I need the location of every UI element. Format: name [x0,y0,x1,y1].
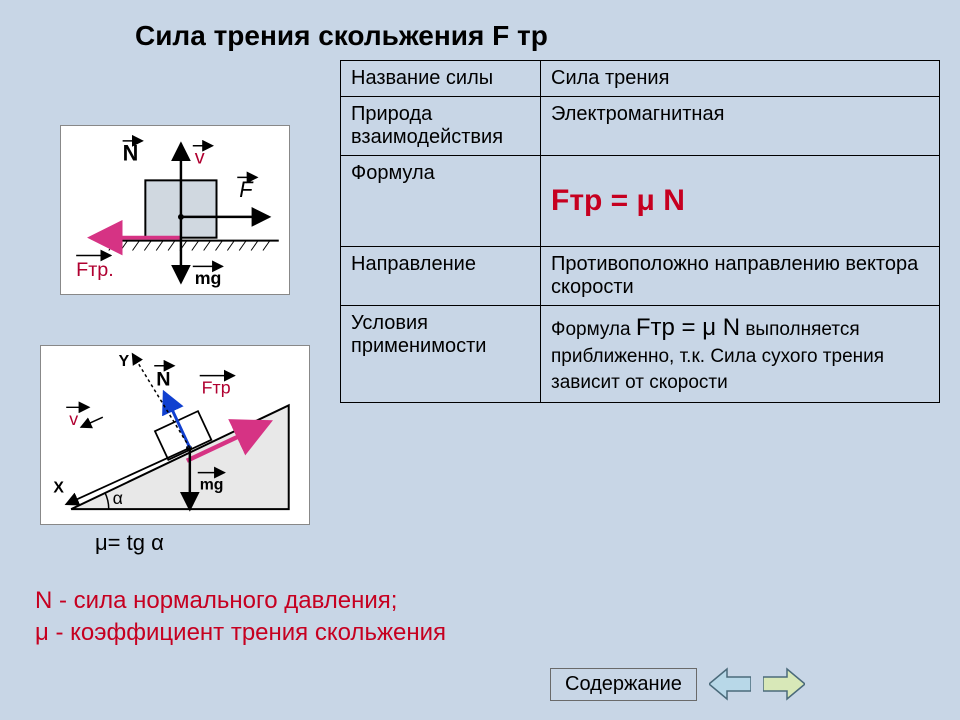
diagram-incline: α N Y Fтр X v [40,345,310,525]
diagram2-svg: α N Y Fтр X v [41,346,309,524]
label-X: X [53,479,64,496]
diagram-block-horizontal: N v F Fтр. mg [60,125,290,295]
cond-prefix: Формула [551,319,636,340]
cell-label: Формула [341,156,541,247]
diagram2-canvas: α N Y Fтр X v [40,345,310,525]
mu-equation: μ= tg α [95,530,164,556]
cell-label: Условия применимости [341,306,541,403]
prev-button[interactable] [709,666,751,702]
arrow-left-icon [709,666,751,702]
table-row: Направление Противоположно направлению в… [341,247,940,306]
label-N2: N [156,369,170,391]
definition-line: μ - коэффициент трения скольжения [35,617,446,649]
footer-nav: Содержание [550,666,805,702]
page-title: Сила трения скольжения F тр [135,20,548,52]
cell-label: Природа взаимодействия [341,97,541,156]
label-F: F [239,177,254,202]
cell-value: Электромагнитная [541,97,940,156]
label-v: v [195,147,205,169]
label-mg2: mg [200,476,224,493]
definitions-block: N - сила нормального давления; μ - коэфф… [35,585,446,650]
label-v2: v [69,409,78,429]
properties-table: Название силы Сила трения Природа взаимо… [340,60,940,403]
diagram1-canvas: N v F Fтр. mg [60,125,290,295]
label-N: N [123,141,139,166]
label-mg: mg [195,268,222,288]
arrow-right-icon [763,666,805,702]
cell-value: Сила трения [541,61,940,97]
cell-label: Направление [341,247,541,306]
definition-line: N - сила нормального давления; [35,585,446,617]
diagram1-svg: N v F Fтр. mg [61,126,289,294]
cell-condition: Формула Fтр = μ N выполняется приближенн… [541,306,940,403]
table-row: Формула Fтр = μ N [341,156,940,247]
contents-button[interactable]: Содержание [550,668,697,701]
label-Ftr: Fтр. [76,259,114,281]
table-row: Условия применимости Формула Fтр = μ N в… [341,306,940,403]
label-Ftr2: Fтр [202,377,231,397]
cell-label: Название силы [341,61,541,97]
cell-value: Противоположно направлению вектора скоро… [541,247,940,306]
label-Y: Y [119,353,130,370]
table-row: Природа взаимодействия Электромагнитная [341,97,940,156]
cell-formula: Fтр = μ N [541,156,940,247]
label-alpha: α [113,488,123,508]
cond-formula: Fтр = μ N [636,314,740,341]
table-row: Название силы Сила трения [341,61,940,97]
next-button[interactable] [763,666,805,702]
